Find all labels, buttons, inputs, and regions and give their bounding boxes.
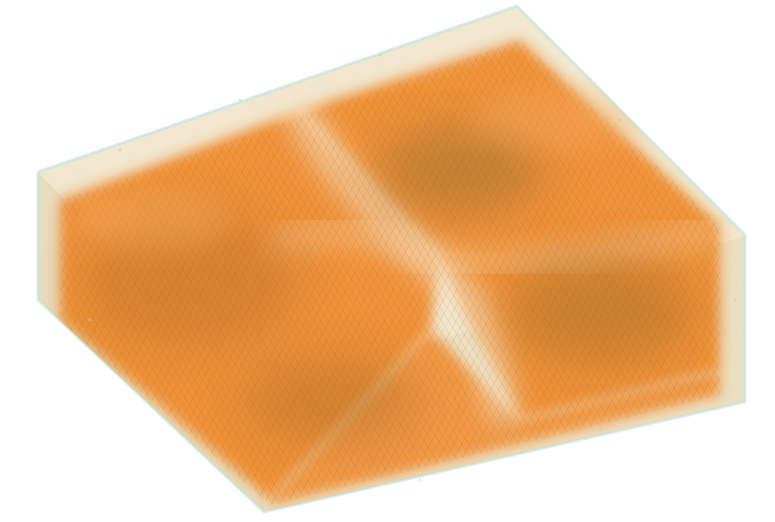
shell-speckle (88, 53, 737, 482)
core-regions (60, 40, 722, 505)
